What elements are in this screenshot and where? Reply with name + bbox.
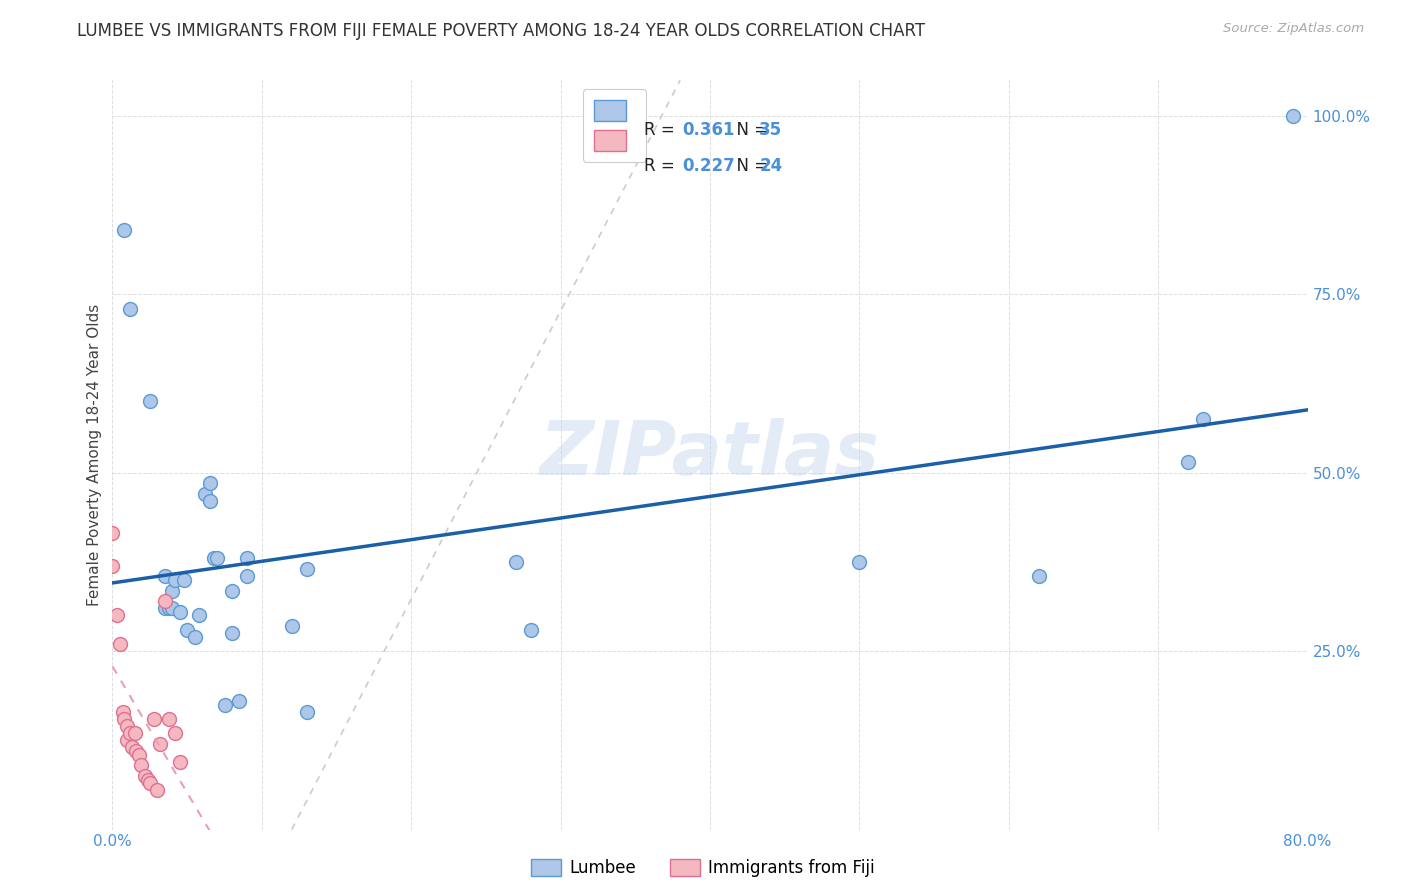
Point xyxy=(153,569,176,583)
Point xyxy=(1192,412,1215,426)
Point xyxy=(117,733,139,747)
Point xyxy=(505,555,527,569)
Point xyxy=(121,740,143,755)
Point xyxy=(120,726,142,740)
Point xyxy=(188,608,211,623)
Text: 35: 35 xyxy=(759,120,782,139)
Text: Source: ZipAtlas.com: Source: ZipAtlas.com xyxy=(1223,22,1364,36)
Point xyxy=(236,551,259,566)
Point xyxy=(146,783,169,797)
Text: R =: R = xyxy=(644,157,681,175)
Point xyxy=(129,758,152,772)
Point xyxy=(157,601,180,615)
Text: 0.361: 0.361 xyxy=(682,120,734,139)
Point xyxy=(125,744,148,758)
Point xyxy=(169,605,191,619)
Text: 24: 24 xyxy=(759,157,783,175)
Point xyxy=(138,772,160,787)
Point xyxy=(176,623,198,637)
Point xyxy=(1028,569,1050,583)
Point xyxy=(111,705,134,719)
Point xyxy=(101,558,124,573)
Point xyxy=(198,494,221,508)
Point xyxy=(108,637,131,651)
Point xyxy=(194,487,217,501)
Point xyxy=(101,526,124,541)
Point xyxy=(202,551,225,566)
Point xyxy=(198,476,221,491)
Point xyxy=(214,698,236,712)
Point xyxy=(105,608,128,623)
Text: LUMBEE VS IMMIGRANTS FROM FIJI FEMALE POVERTY AMONG 18-24 YEAR OLDS CORRELATION : LUMBEE VS IMMIGRANTS FROM FIJI FEMALE PO… xyxy=(77,22,925,40)
Point xyxy=(128,747,150,762)
Text: R =: R = xyxy=(644,120,681,139)
Point xyxy=(134,769,156,783)
Point xyxy=(205,551,228,566)
Point xyxy=(162,601,183,615)
Point xyxy=(162,583,183,598)
Legend: , : , xyxy=(583,89,645,161)
Point xyxy=(139,394,162,409)
Point xyxy=(114,223,135,237)
Point xyxy=(117,719,139,733)
Y-axis label: Female Poverty Among 18-24 Year Olds: Female Poverty Among 18-24 Year Olds xyxy=(87,304,103,606)
Point xyxy=(157,712,180,726)
Point xyxy=(169,755,191,769)
Point xyxy=(124,726,146,740)
Text: N =: N = xyxy=(725,120,773,139)
Point xyxy=(221,583,243,598)
Point xyxy=(295,562,318,576)
Point xyxy=(120,301,142,316)
Point xyxy=(114,712,135,726)
Point xyxy=(1281,109,1303,123)
Point xyxy=(153,601,176,615)
Point xyxy=(848,555,870,569)
Text: N =: N = xyxy=(725,157,773,175)
Point xyxy=(165,726,187,740)
Legend: Lumbee, Immigrants from Fiji: Lumbee, Immigrants from Fiji xyxy=(524,852,882,884)
Point xyxy=(1177,455,1199,469)
Point xyxy=(143,712,166,726)
Text: 0.227: 0.227 xyxy=(682,157,735,175)
Point xyxy=(149,737,172,751)
Point xyxy=(173,573,195,587)
Point xyxy=(281,619,304,633)
Point xyxy=(228,694,250,708)
Point xyxy=(183,630,205,644)
Point xyxy=(520,623,543,637)
Point xyxy=(153,594,176,608)
Point xyxy=(295,705,318,719)
Point xyxy=(165,573,187,587)
Text: ZIPatlas: ZIPatlas xyxy=(540,418,880,491)
Point xyxy=(139,776,162,790)
Point xyxy=(221,626,243,640)
Point xyxy=(236,569,259,583)
